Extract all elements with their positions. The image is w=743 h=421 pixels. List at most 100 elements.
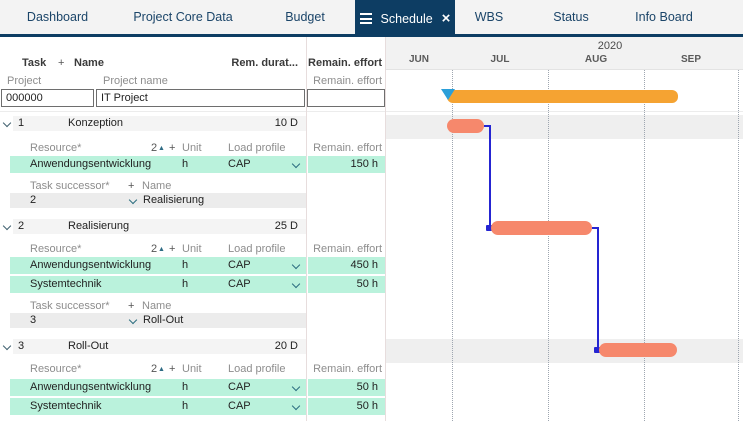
- tab-label: Status: [553, 10, 589, 24]
- resource-name[interactable]: Anwendungsentwicklung: [30, 259, 152, 271]
- sort-asc-icon[interactable]: ▲: [158, 366, 165, 373]
- successor-number[interactable]: 3: [30, 314, 37, 326]
- collapse-icon[interactable]: [2, 221, 12, 231]
- unit-col-header: Unit: [182, 363, 202, 375]
- resource-count: 2: [151, 243, 158, 255]
- chevron-down-icon[interactable]: [291, 382, 301, 392]
- resource-row[interactable]: Systemtechnik h CAP: [10, 398, 306, 415]
- chevron-down-icon[interactable]: [291, 401, 301, 411]
- chevron-down-icon[interactable]: [291, 279, 301, 289]
- tab-label: Info Board: [635, 10, 693, 24]
- sort-asc-icon[interactable]: ▲: [158, 145, 165, 152]
- task-row[interactable]: 2 Realisierung 25 D: [13, 219, 306, 234]
- unit-col-header: Unit: [182, 243, 202, 255]
- task-row[interactable]: 3 Roll-Out 20 D: [13, 339, 306, 354]
- resource-name[interactable]: Systemtechnik: [30, 278, 102, 290]
- add-resource-button[interactable]: +: [169, 243, 176, 255]
- collapse-icon[interactable]: [2, 341, 12, 351]
- tab-dashboard[interactable]: Dashboard: [20, 0, 95, 34]
- project-start-marker-icon[interactable]: [441, 89, 455, 100]
- successor-name[interactable]: Realisierung: [143, 194, 205, 206]
- load-profile-col-header: Load profile: [228, 142, 286, 154]
- menu-icon[interactable]: [359, 13, 372, 24]
- add-successor-button[interactable]: +: [128, 180, 135, 192]
- project-id-input[interactable]: [1, 89, 94, 107]
- resource-load-profile[interactable]: CAP: [228, 259, 251, 271]
- resource-load-profile[interactable]: CAP: [228, 400, 251, 412]
- task-number[interactable]: 1: [18, 117, 25, 129]
- col-header-task[interactable]: Task: [22, 57, 47, 69]
- resource-unit[interactable]: h: [182, 381, 189, 393]
- tab-status[interactable]: Status: [540, 0, 602, 34]
- resource-name[interactable]: Anwendungsentwicklung: [30, 381, 152, 393]
- resource-effort[interactable]: 150 h: [350, 158, 378, 170]
- col-header-remain-effort[interactable]: Remain. effort: [308, 57, 382, 69]
- add-resource-button[interactable]: +: [169, 363, 176, 375]
- resource-row[interactable]: Systemtechnik h CAP: [10, 276, 306, 293]
- successor-row[interactable]: 2 Realisierung: [10, 193, 306, 208]
- task-duration: 20 D: [274, 340, 298, 352]
- resource-unit[interactable]: h: [182, 158, 189, 170]
- add-successor-button[interactable]: +: [128, 300, 135, 312]
- gantt-bar-rollout[interactable]: [599, 343, 677, 357]
- resource-name[interactable]: Anwendungsentwicklung: [30, 158, 152, 170]
- resource-effort[interactable]: 50 h: [356, 278, 378, 290]
- chevron-down-icon[interactable]: [291, 260, 301, 270]
- resource-row[interactable]: Anwendungsentwicklung h CAP: [10, 379, 306, 396]
- resource-unit[interactable]: h: [182, 259, 189, 271]
- resource-unit[interactable]: h: [182, 278, 189, 290]
- tab-wbs[interactable]: WBS: [462, 0, 516, 34]
- add-resource-button[interactable]: +: [169, 142, 176, 154]
- resource-effort[interactable]: 50 h: [356, 400, 378, 412]
- task-row[interactable]: 1 Konzeption 10 D: [13, 116, 306, 131]
- task-name[interactable]: Konzeption: [68, 117, 124, 129]
- timeline-year: 2020: [597, 40, 623, 52]
- gantt-bar-project[interactable]: [447, 90, 678, 103]
- tab-budget[interactable]: Budget: [275, 0, 335, 34]
- resource-row[interactable]: Anwendungsentwicklung h CAP: [10, 257, 306, 274]
- resource-effort-cell[interactable]: 50 h: [308, 379, 385, 396]
- chevron-down-icon[interactable]: [128, 315, 138, 325]
- resource-name[interactable]: Systemtechnik: [30, 400, 102, 412]
- resource-effort-cell[interactable]: 450 h: [308, 257, 385, 274]
- tab-schedule[interactable]: Schedule ×: [355, 0, 455, 37]
- tab-project-core-data[interactable]: Project Core Data: [125, 0, 241, 34]
- task-duration: 25 D: [274, 220, 298, 232]
- successor-name[interactable]: Roll-Out: [143, 314, 184, 326]
- resource-effort[interactable]: 50 h: [356, 381, 378, 393]
- resource-load-profile[interactable]: CAP: [228, 278, 251, 290]
- gantt-bar-konzeption[interactable]: [447, 119, 484, 133]
- project-effort-input[interactable]: [307, 89, 385, 107]
- successor-col-header: Task successor*: [30, 180, 110, 192]
- successor-number[interactable]: 2: [30, 194, 37, 206]
- resource-load-profile[interactable]: CAP: [228, 158, 251, 170]
- resource-unit[interactable]: h: [182, 400, 189, 412]
- chevron-down-icon[interactable]: [291, 159, 301, 169]
- tab-info-board[interactable]: Info Board: [625, 0, 703, 34]
- project-name-input[interactable]: [96, 89, 305, 107]
- col-header-name[interactable]: Name: [74, 57, 104, 69]
- chevron-down-icon[interactable]: [128, 195, 138, 205]
- task-number[interactable]: 2: [18, 220, 25, 232]
- load-profile-col-header: Load profile: [228, 243, 286, 255]
- collapse-icon[interactable]: [2, 118, 12, 128]
- col-header-rem-duration[interactable]: Rem. durat...: [231, 57, 298, 69]
- resource-effort-cell[interactable]: 150 h: [308, 156, 385, 173]
- task-number[interactable]: 3: [18, 340, 25, 352]
- sort-asc-icon[interactable]: ▲: [158, 246, 165, 253]
- gantt-bar-realisierung[interactable]: [491, 221, 592, 235]
- gantt-chart: 2020 JUN JUL AUG SEP: [386, 37, 743, 421]
- resource-load-profile[interactable]: CAP: [228, 381, 251, 393]
- resource-effort-cell[interactable]: 50 h: [308, 398, 385, 415]
- close-icon[interactable]: ×: [441, 10, 451, 27]
- add-task-button[interactable]: +: [58, 57, 65, 69]
- resource-row[interactable]: Anwendungsentwicklung h CAP: [10, 156, 306, 173]
- successor-col-header: Task successor*: [30, 300, 110, 312]
- resource-effort-cell[interactable]: 50 h: [308, 276, 385, 293]
- task-name[interactable]: Roll-Out: [68, 340, 109, 352]
- remain-effort-col-header: Remain. effort: [313, 243, 382, 255]
- resource-effort[interactable]: 450 h: [350, 259, 378, 271]
- connector-line: [592, 227, 599, 229]
- successor-row[interactable]: 3 Roll-Out: [10, 313, 306, 328]
- task-name[interactable]: Realisierung: [68, 220, 130, 232]
